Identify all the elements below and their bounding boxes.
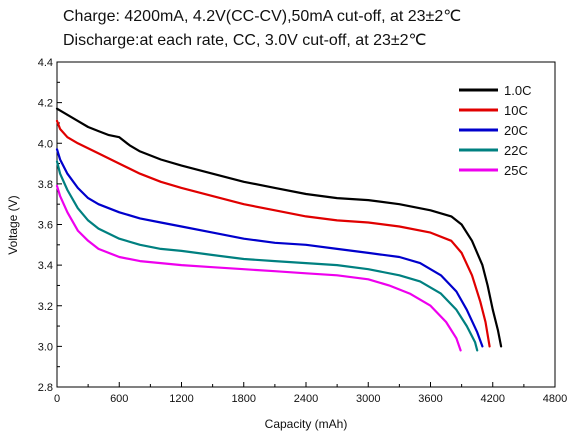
series-line-2: [55, 119, 491, 348]
x-tick-label: 2400: [294, 393, 318, 405]
x-tick-label: 600: [110, 393, 128, 405]
y-tick-label: 3.0: [38, 341, 53, 353]
chart-title: Charge: 4200mA, 4.2V(CC-CV),50mA cut-off…: [63, 8, 461, 25]
y-tick-label: 2.8: [38, 382, 53, 394]
legend-label: 1.0C: [504, 83, 531, 98]
y-axis-label: Voltage (V): [6, 195, 20, 254]
x-axis: 0 600 1200 1800 2400 3000 3600 4200 4800: [54, 382, 567, 405]
chart-subtitle: Discharge:at each rate, CC, 3.0V cut-off…: [63, 32, 427, 49]
y-tick-label: 3.2: [38, 301, 53, 313]
x-axis-label: Capacity (mAh): [265, 417, 348, 431]
series-line-5: [55, 184, 462, 352]
y-axis: 2.8 3.0 3.2 3.4 3.6 3.8 4.0 4.2 4.4: [38, 57, 62, 394]
y-tick-label: 4.4: [38, 57, 53, 69]
legend-label: 20C: [504, 123, 528, 138]
x-tick-label: 1800: [232, 393, 256, 405]
y-tick-label: 4.0: [38, 138, 53, 150]
legend-label: 22C: [504, 143, 528, 158]
y-tick-label: 3.6: [38, 220, 53, 232]
legend-label: 25C: [504, 163, 528, 178]
series-line-1: [55, 107, 503, 348]
series-lines: [55, 107, 503, 352]
y-tick-label: 3.4: [38, 260, 53, 272]
x-tick-label: 4800: [543, 393, 567, 405]
y-tick-label: 3.8: [38, 179, 53, 191]
x-tick-label: 3600: [418, 393, 442, 405]
x-tick-label: 1200: [169, 393, 193, 405]
legend: 1.0C 10C 20C 22C 25C: [459, 83, 531, 178]
series-line-4: [55, 160, 479, 352]
x-tick-label: 4200: [481, 393, 505, 405]
series-line-3: [55, 148, 484, 348]
x-tick-label: 3000: [356, 393, 380, 405]
x-tick-label: 0: [54, 393, 60, 405]
y-tick-label: 4.2: [38, 98, 53, 110]
legend-label: 10C: [504, 103, 528, 118]
